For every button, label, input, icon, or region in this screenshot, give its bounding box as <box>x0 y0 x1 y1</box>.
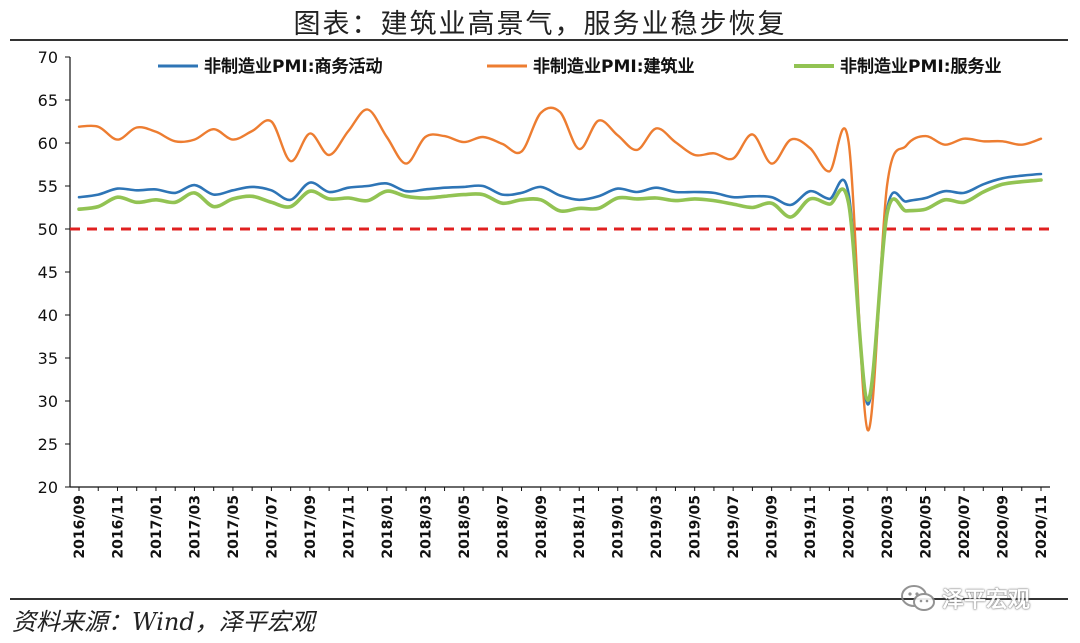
series-layer <box>77 106 1043 432</box>
x-tick-label: 2017/07 <box>264 495 280 559</box>
x-tick-label: 2018/01 <box>380 495 396 559</box>
y-axis: 20 25 30 35 40 45 50 55 60 65 70 <box>38 48 71 497</box>
x-tick-label: 2020/09 <box>996 495 1012 559</box>
x-tick-label: 2017/05 <box>226 495 242 559</box>
x-tick-label: 2016/11 <box>110 495 126 559</box>
y-tick-label: 45 <box>38 263 58 282</box>
legend: 非制造业PMI:商务活动 非制造业PMI:建筑业 非制造业PMI:服务业 <box>158 56 1002 77</box>
x-tick-label: 2020/03 <box>880 495 896 559</box>
x-axis: 2016/09 2016/11 2017/01 2017/03 2017/05 2017/… <box>70 486 1050 559</box>
y-tick-label: 35 <box>38 349 58 368</box>
x-tick-label: 2019/09 <box>765 495 781 559</box>
y-tick-label: 40 <box>38 306 58 325</box>
y-tick-label: 65 <box>38 91 58 110</box>
x-tick-label: 2020/01 <box>842 495 858 559</box>
y-tick-label: 60 <box>38 134 58 153</box>
series-line-services <box>77 178 1043 402</box>
legend-label: 非制造业PMI:服务业 <box>840 56 1002 77</box>
source-note: 资料来源：Wind，泽平宏观 <box>12 608 315 636</box>
footer-divider <box>10 598 1068 600</box>
x-tick-label: 2017/01 <box>149 495 165 559</box>
legend-label: 非制造业PMI:建筑业 <box>533 56 695 77</box>
x-tick-label: 2020/11 <box>1034 495 1050 559</box>
y-tick-label: 70 <box>38 48 58 67</box>
x-tick-label: 2018/03 <box>418 495 434 559</box>
watermark: 泽平宏观 <box>900 578 1030 618</box>
y-tick-label: 20 <box>38 478 58 497</box>
y-tick-label: 30 <box>38 392 58 411</box>
x-tick-label: 2018/07 <box>495 495 511 559</box>
x-tick-label: 2018/05 <box>457 495 473 559</box>
series-line-construction <box>77 106 1043 432</box>
x-tick-label: 2019/05 <box>688 495 704 559</box>
x-tick-label: 2017/11 <box>341 495 357 559</box>
x-tick-label: 2018/11 <box>572 495 588 559</box>
watermark-text: 泽平宏观 <box>942 588 1031 613</box>
y-tick-label: 25 <box>38 435 58 454</box>
series-line-business <box>77 172 1043 406</box>
wechat-icon <box>901 585 935 611</box>
x-tick-label: 2017/09 <box>303 495 319 559</box>
x-tick-label: 2020/07 <box>957 495 973 559</box>
page-title: 图表：建筑业高景气，服务业稳步恢复 <box>293 9 787 40</box>
x-tick-label: 2020/05 <box>919 495 935 559</box>
x-tick-label: 2019/01 <box>611 495 627 559</box>
x-tick-label: 2018/09 <box>534 495 550 559</box>
x-tick-label: 2016/09 <box>72 495 88 559</box>
legend-label: 非制造业PMI:商务活动 <box>204 56 383 77</box>
title-divider <box>10 39 1068 41</box>
x-tick-label: 2017/03 <box>187 495 203 559</box>
y-tick-label: 55 <box>38 177 58 196</box>
x-tick-label: 2019/11 <box>803 495 819 559</box>
x-tick-label: 2019/07 <box>726 495 742 559</box>
y-tick-label: 50 <box>38 220 58 239</box>
x-tick-label: 2019/03 <box>649 495 665 559</box>
